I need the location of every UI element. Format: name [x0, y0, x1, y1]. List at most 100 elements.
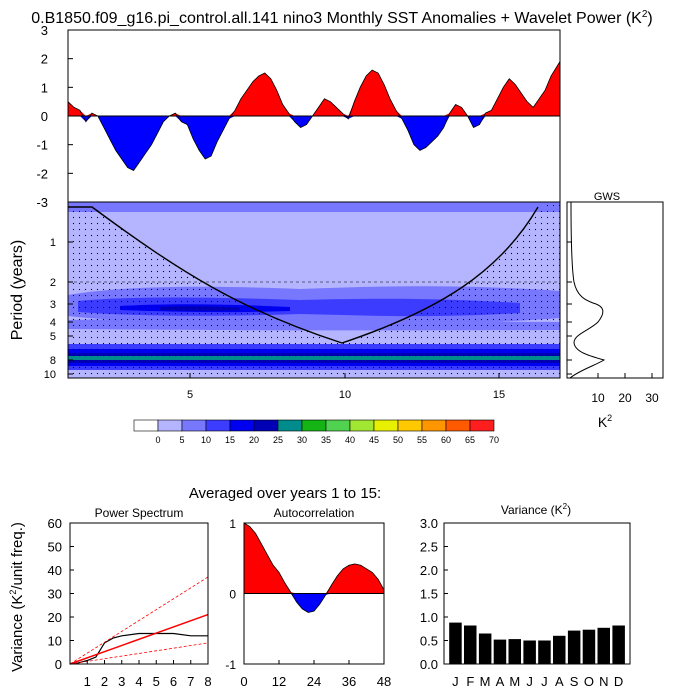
autocorrelation-panel: Autocorrelation 1 0 -1 0 12 24 36 48	[225, 506, 391, 689]
colorbar-label: 25	[273, 435, 283, 445]
colorbar-swatch	[181, 419, 207, 432]
variance-bar	[582, 629, 596, 664]
power-spectrum-ytick-label: 10	[48, 634, 62, 649]
variance-month-label: O	[584, 674, 594, 689]
variance-month-label: M	[509, 674, 520, 689]
variance-bar	[597, 627, 610, 664]
figure-title: 0.B1850.f09_g16.pi_control.all.141 nino3…	[31, 9, 652, 27]
variance-bar	[449, 622, 462, 664]
variance-ytick-label: 1.0	[420, 610, 438, 625]
power-spectrum-xtick-label: 3	[118, 674, 125, 689]
colorbar-swatch	[373, 419, 399, 432]
wavelet-ytick-label: 10	[44, 369, 56, 381]
gws-line	[569, 201, 606, 379]
variance-month-label: J	[526, 674, 533, 689]
figure-title-text: 0.B1850.f09_g16.pi_control.all.141 nino3…	[31, 10, 642, 27]
sst-anomaly-panel: 3 2 1 0 -1 -2 -3	[36, 23, 561, 210]
wavelet-ytick-label: 2	[50, 277, 56, 289]
autocorrelation-ytick-label: -1	[225, 658, 236, 672]
sst-ytick-label: 3	[41, 23, 48, 38]
colorbar-swatch	[301, 419, 327, 432]
colorbar-swatch	[157, 419, 183, 432]
wavelet-band-top	[68, 202, 560, 212]
colorbar-label: 70	[489, 435, 499, 445]
variance-bar	[523, 640, 536, 664]
variance-bar	[493, 639, 507, 664]
gws-title: GWS	[594, 191, 620, 203]
colorbar-label: 20	[249, 435, 259, 445]
wavelet-ytick-label: 5	[50, 331, 56, 343]
wavelet-ytick-label: 4	[50, 317, 56, 329]
colorbar-label: 55	[417, 435, 427, 445]
variance-month-label: J	[452, 674, 459, 689]
wavelet-ytick-label: 3	[50, 299, 56, 311]
variance-title-sup: 2	[563, 502, 568, 511]
power-spectrum-ylabel-text: Variance (K	[9, 595, 26, 672]
colorbar-swatch	[397, 419, 423, 432]
sst-ytick-label: -1	[36, 138, 48, 153]
power-spectrum-series-line	[69, 576, 209, 665]
power-spectrum-ylabel-tail: /unit freq.)	[9, 522, 26, 590]
wavelet-power-panel: Period (years) 1 2 3 4 5 8 10 5 10 15	[9, 201, 561, 401]
autocorrelation-title: Autocorrelation	[274, 506, 355, 520]
variance-title-text: Variance (K	[501, 503, 563, 517]
gws-xtick-marks	[597, 373, 653, 378]
colorbar-swatch	[133, 419, 159, 432]
colorbar-swatch	[421, 419, 447, 432]
wavelet-ytick-label: 8	[50, 355, 56, 367]
colorbar-label: 0	[155, 435, 160, 445]
wavelet-colorbar: 0 5 10 15 20 25 30 35 40 45 50 55 60 65 70	[133, 419, 499, 445]
gws-ytick-marks	[567, 241, 572, 375]
autocorrelation-xtick-label: 24	[307, 674, 321, 689]
colorbar-label: 40	[345, 435, 355, 445]
variance-bar	[478, 633, 492, 664]
variance-bar	[508, 639, 521, 664]
lower-suptitle: Averaged over years 1 to 15:	[189, 485, 381, 502]
wavelet-xticks: 5 10 15	[187, 373, 505, 401]
variance-ytick-label: 3.0	[420, 516, 438, 531]
wavelet-ylabel: Period (years)	[9, 240, 26, 340]
colorbar-swatch	[253, 419, 279, 432]
power-spectrum-series-line	[69, 613, 209, 665]
variance-ytick-label: 1.5	[420, 587, 438, 602]
colorbar-label: 45	[369, 435, 379, 445]
colorbar-label: 15	[225, 435, 235, 445]
power-spectrum-frame	[69, 522, 209, 665]
monthly-variance-panel: Variance (K2) J F M A M J J A S O N D3.02.52.01.51.…	[420, 502, 631, 689]
power-spectrum-ytick-label: 40	[48, 563, 62, 578]
variance-month-label: S	[570, 674, 579, 689]
variance-month-label: A	[496, 674, 505, 689]
sst-ytick-label: 0	[41, 109, 48, 124]
power-spectrum-xtick-label: 6	[170, 674, 177, 689]
variance-ytick-label: 2.0	[420, 563, 438, 578]
colorbar-label: 5	[179, 435, 184, 445]
figure-title-sup: 2	[642, 9, 648, 20]
colorbar-swatch	[445, 419, 471, 432]
sst-ytick-label: 2	[41, 52, 48, 67]
power-spectrum-ytick-label: 60	[48, 516, 62, 531]
autocorrelation-ytick-label: 0	[229, 588, 236, 602]
sst-negative-area	[68, 116, 560, 171]
colorbar-swatch	[229, 419, 255, 432]
power-spectrum-xtick-label: 5	[153, 674, 160, 689]
power-spectrum-ytick-label: 0	[55, 657, 62, 672]
variance-month-label: J	[541, 674, 548, 689]
colorbar-swatch	[469, 419, 495, 432]
variance-ytick-label: 0.0	[420, 657, 438, 672]
power-spectrum-ylabel-sup: 2	[8, 590, 18, 595]
autocorrelation-positive-area	[244, 523, 384, 594]
variance-title: Variance (K2)	[501, 502, 571, 517]
colorbar-swatch	[205, 419, 231, 432]
wavelet-ytick-label: 1	[50, 237, 56, 249]
gws-panel: GWS 10 20 30 K2	[566, 191, 664, 430]
wavelet-xtick-marks	[189, 373, 500, 378]
power-spectrum-ytick-label: 20	[48, 610, 62, 625]
wavelet-yticks: 1 2 3 4 5 8 10	[44, 237, 73, 381]
sst-positive-area	[68, 61, 560, 116]
sst-ytick-label: -3	[36, 195, 48, 210]
colorbar-label: 30	[297, 435, 307, 445]
variance-bar	[567, 630, 581, 664]
power-spectrum-xtick-label: 7	[187, 674, 194, 689]
power-spectrum-ytick-label: 50	[48, 540, 62, 555]
autocorrelation-xtick-label: 0	[240, 674, 247, 689]
